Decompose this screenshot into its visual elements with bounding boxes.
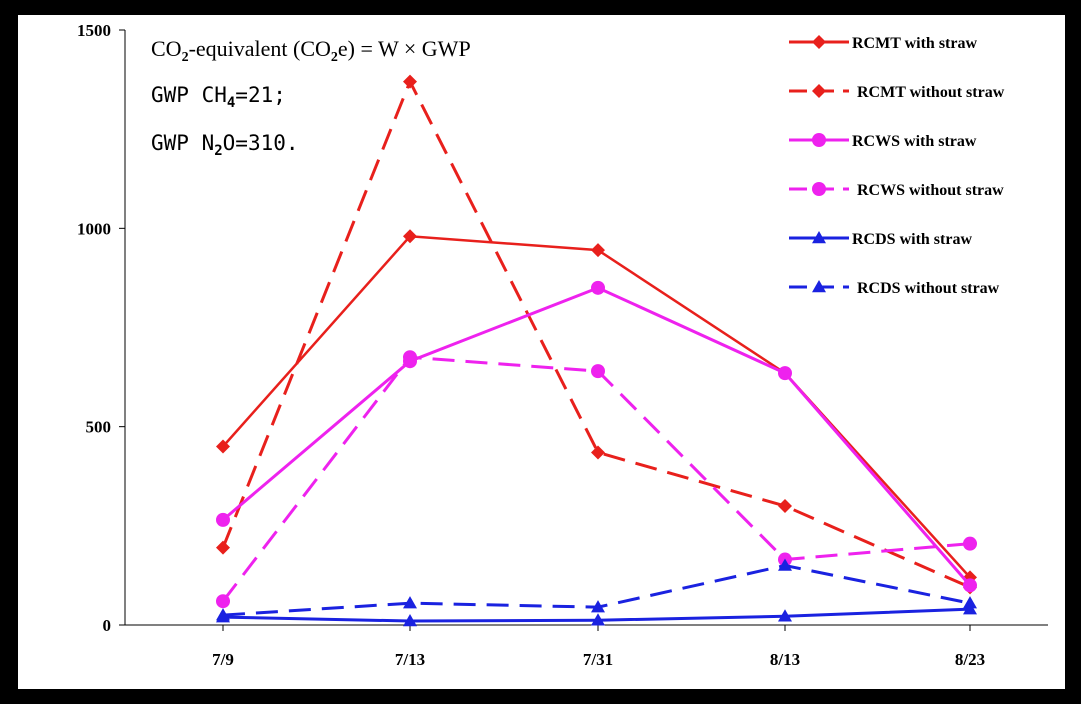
legend-entry: RCMT without straw (789, 84, 1005, 101)
data-point (778, 609, 792, 622)
data-point (963, 596, 977, 609)
series-rcws-without-straw (216, 350, 977, 609)
legend-label: RCDS without straw (857, 280, 1000, 297)
legend-label: RCWS without straw (857, 182, 1004, 199)
series-line (221, 355, 971, 603)
legend-label: RCWS with straw (852, 133, 977, 150)
data-point (591, 613, 605, 626)
data-point (591, 600, 605, 613)
x-tick-label: 7/9 (212, 650, 234, 669)
data-point (216, 512, 230, 527)
data-point (778, 558, 792, 571)
data-point (963, 536, 977, 551)
y-tick-label: 0 (103, 616, 112, 635)
data-point (403, 596, 417, 609)
x-axis-ticks: 7/9 7/13 7/31 8/13 8/23 (212, 625, 985, 669)
data-point (403, 614, 417, 627)
line-chart: 0 500 1000 1500 7/9 7/13 7/31 8/13 8/23 RCMT wi… (77, 21, 1048, 669)
gwp-annotation: CO2-equivalent (CO2e) = W × GWP GWP CH4=… (151, 36, 471, 159)
data-point (216, 439, 230, 454)
data-point (591, 364, 605, 379)
data-point (778, 499, 792, 513)
legend-entry: RCDS with straw (789, 231, 972, 248)
annotation-line-1: CO2-equivalent (CO2e) = W × GWP (151, 36, 471, 65)
legend-label: RCMT with straw (852, 35, 977, 52)
data-point (403, 229, 417, 244)
legend-marker (812, 280, 826, 293)
annotation-line-3: GWP N2O=310. (151, 131, 299, 159)
legend-entry: RCWS without straw (789, 182, 1004, 199)
data-point (403, 350, 417, 365)
legend-marker (812, 182, 826, 196)
data-point (591, 445, 605, 460)
series-line (221, 77, 971, 589)
series-rcds-without-straw (216, 558, 977, 621)
legend-entry: RCDS without straw (789, 280, 1000, 297)
chart-series (216, 74, 977, 627)
series-line (222, 286, 972, 587)
series-rcmt-without-straw (216, 74, 977, 595)
data-point (216, 540, 230, 555)
chart-frame: 0 500 1000 1500 7/9 7/13 7/31 8/13 8/23 RCMT wi… (18, 15, 1065, 689)
y-tick-label: 1500 (77, 21, 111, 40)
legend-label: RCMT without straw (857, 84, 1005, 101)
x-tick-label: 7/31 (583, 650, 613, 669)
data-point (963, 578, 977, 593)
series-rcws-with-straw (216, 280, 977, 593)
y-tick-label: 1000 (77, 219, 111, 238)
chart-axes (124, 30, 1048, 626)
legend-marker (812, 84, 826, 98)
legend-label: RCDS with straw (852, 231, 972, 248)
y-tick-label: 500 (86, 418, 112, 437)
legend-marker (812, 35, 826, 49)
chart-legend: RCMT with straw RCMT without straw RCWS wi… (789, 35, 1005, 297)
x-tick-label: 8/13 (770, 650, 800, 669)
data-point (591, 243, 605, 258)
annotation-line-2: GWP CH4=21; (151, 83, 286, 111)
data-point (216, 608, 230, 621)
legend-entry: RCMT with straw (789, 35, 977, 52)
x-tick-label: 8/23 (955, 650, 985, 669)
x-tick-label: 7/13 (395, 650, 425, 669)
data-point (591, 280, 605, 295)
legend-marker (812, 231, 826, 244)
legend-entry: RCWS with straw (789, 133, 977, 150)
legend-marker (812, 133, 826, 147)
data-point (403, 74, 417, 89)
y-axis-ticks: 0 500 1000 1500 (77, 21, 125, 635)
data-point (778, 366, 792, 381)
data-point (216, 594, 230, 609)
